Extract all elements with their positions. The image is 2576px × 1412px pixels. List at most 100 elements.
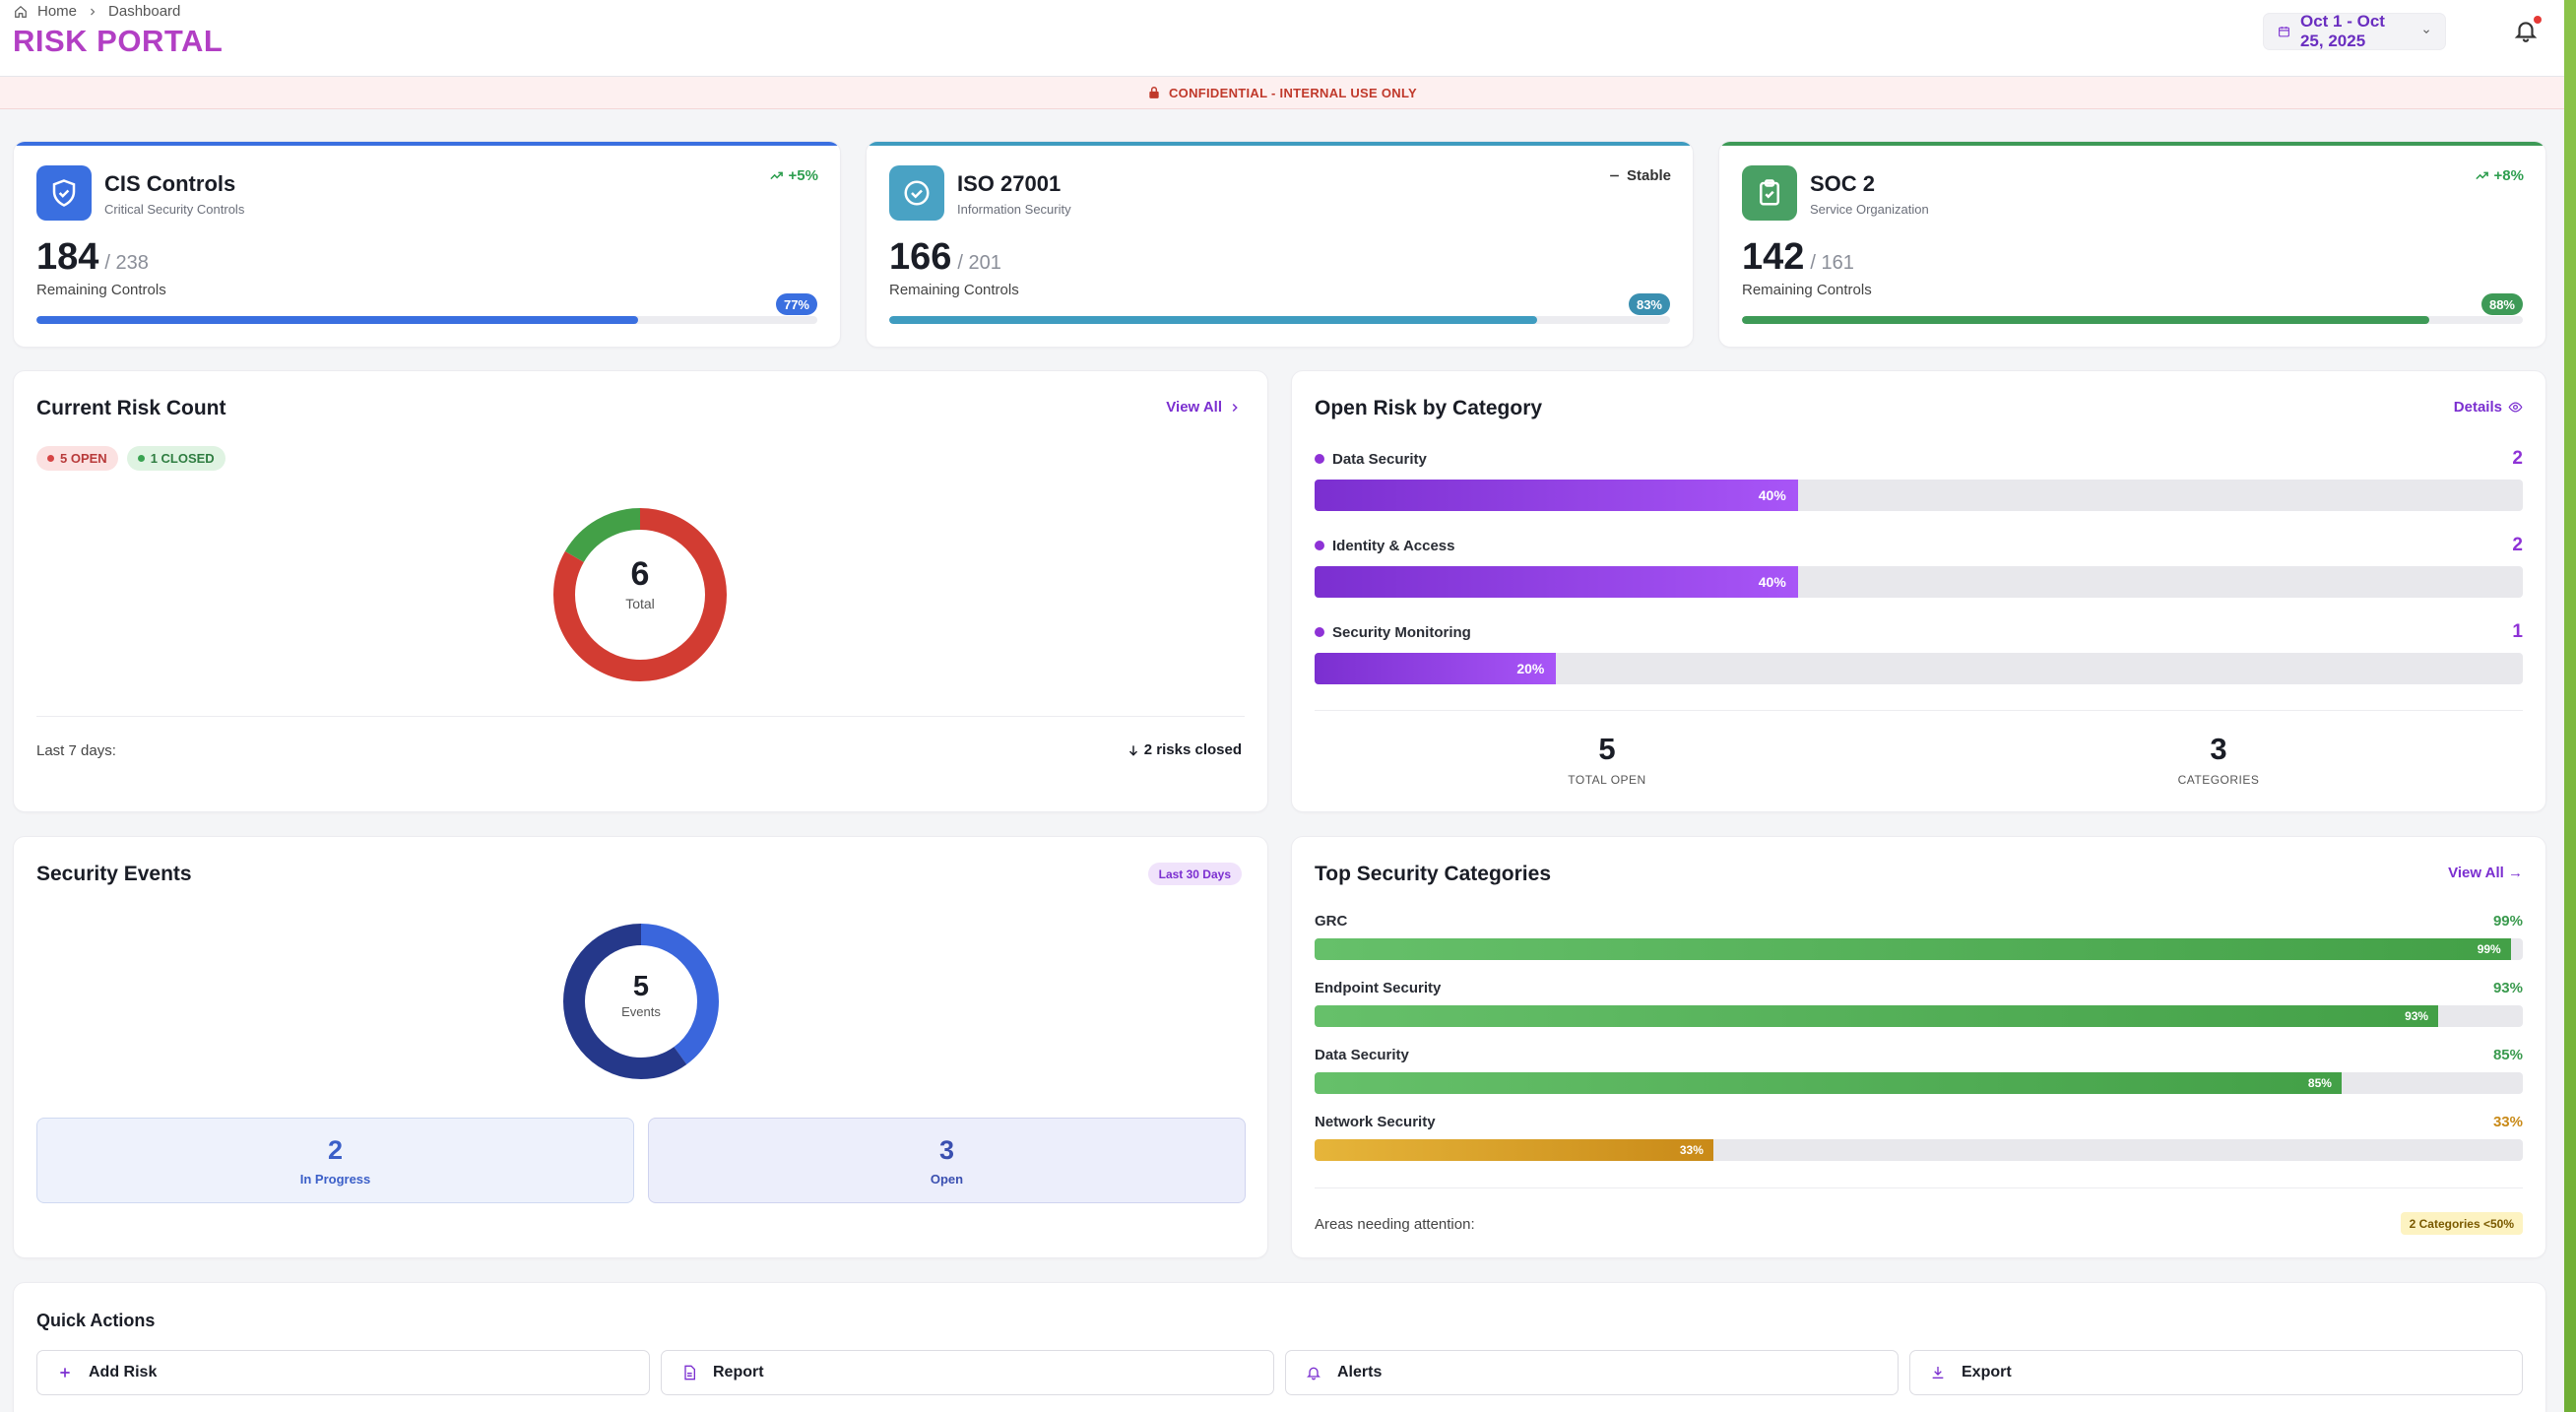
date-range-label: Oct 1 - Oct 25, 2025: [2299, 12, 2385, 50]
arrow-down-icon: [1128, 744, 1137, 756]
chevron-right-icon: [91, 8, 96, 15]
page-title: RISK PORTAL: [13, 24, 224, 58]
framework-card-iso[interactable]: ISO 27001 Information Security Stable 16…: [866, 141, 1694, 348]
framework-trend: +5%: [769, 167, 818, 184]
category-name: Identity & Access: [1315, 538, 1455, 554]
top-category-value: 85%: [2492, 1047, 2523, 1063]
framework-name: ISO 27001: [957, 171, 1062, 196]
closed-pill[interactable]: 1 CLOSED: [126, 446, 225, 471]
in-progress-tile[interactable]: 2 In Progress: [36, 1118, 634, 1203]
attention-badge[interactable]: 2 Categories <50%: [2400, 1212, 2523, 1235]
lock-icon: [1149, 87, 1159, 98]
export-button[interactable]: Export: [1909, 1350, 2523, 1395]
section-title: Current Risk Count: [36, 397, 226, 419]
percent-badge: 83%: [1628, 293, 1670, 315]
trend-value: +5%: [788, 167, 818, 184]
category-label: Security Monitoring: [1332, 623, 1471, 641]
open-dot: [47, 455, 54, 462]
export-label: Export: [1962, 1364, 2012, 1380]
framework-count: 166/ 201: [889, 236, 1001, 279]
top-category-track: 99%: [1315, 938, 2523, 960]
category-count: 2: [2512, 535, 2523, 555]
category-label: Data Security: [1332, 450, 1427, 468]
donut-segment-open: [563, 924, 719, 1079]
framework-label: Remaining Controls: [36, 282, 166, 298]
top-category-name: Data Security: [1315, 1047, 1409, 1063]
top-category-track: 85%: [1315, 1072, 2523, 1094]
in-progress-label: In Progress: [299, 1171, 371, 1187]
percent-badge: 88%: [2480, 293, 2523, 315]
alerts-button[interactable]: Alerts: [1285, 1350, 1899, 1395]
view-all-risks-link[interactable]: View All: [1166, 399, 1242, 416]
framework-count: 142/ 161: [1742, 236, 1854, 279]
framework-card-soc2[interactable]: SOC 2 Service Organization +8% 142/ 161 …: [1718, 141, 2546, 348]
category-dot: [1315, 454, 1324, 464]
percent-badge: 77%: [775, 293, 817, 315]
top-category-value: 99%: [2492, 913, 2523, 930]
category-track: 20%: [1315, 653, 2523, 684]
top-category-row[interactable]: Network Security 33% 33%: [1315, 1114, 2523, 1161]
donut-total: 5: [632, 971, 650, 1002]
breadcrumb-dashboard: Dashboard: [108, 3, 181, 20]
plus-icon: [60, 1368, 70, 1378]
events-donut-chart: [563, 924, 719, 1079]
total-open-stat: 5 TOTAL OPEN: [1489, 732, 1725, 787]
card-accent-line: [1719, 142, 2545, 146]
top-category-row[interactable]: Endpoint Security 93% 93%: [1315, 980, 2523, 1027]
open-risk-by-category-card: Open Risk by Category Details Data Secur…: [1291, 370, 2546, 812]
report-button[interactable]: Report: [661, 1350, 1274, 1395]
period-badge[interactable]: Last 30 Days: [1147, 863, 1242, 885]
banner-text: CONFIDENTIAL - INTERNAL USE ONLY: [1168, 85, 1418, 100]
top-category-row[interactable]: GRC 99% 99%: [1315, 913, 2523, 960]
donut-segment-closed: [553, 508, 727, 681]
home-icon[interactable]: [14, 5, 28, 19]
donut-total-label: Events: [621, 1004, 661, 1019]
view-all-categories-link[interactable]: View All →: [2448, 865, 2523, 881]
top-category-name: Endpoint Security: [1315, 980, 1442, 996]
card-accent-line: [14, 142, 840, 146]
eye-icon: [2508, 402, 2523, 413]
category-label: Identity & Access: [1332, 537, 1455, 554]
section-title: Quick Actions: [36, 1311, 156, 1330]
donut-center: 6 Total: [551, 555, 729, 611]
footer-label: Areas needing attention:: [1315, 1216, 1475, 1233]
framework-label: Remaining Controls: [889, 282, 1019, 298]
open-pill-label: 5 OPEN: [60, 451, 107, 466]
category-row[interactable]: Identity & Access 2 40%: [1315, 535, 2523, 598]
framework-count: 184/ 238: [36, 236, 149, 279]
category-dot: [1315, 541, 1324, 550]
framework-subtitle: Service Organization: [1810, 202, 1929, 217]
count-value: 166: [889, 236, 952, 278]
category-row[interactable]: Security Monitoring 1 20%: [1315, 621, 2523, 684]
date-range-picker[interactable]: Oct 1 - Oct 25, 2025: [2263, 12, 2446, 50]
quick-actions-card: Quick Actions Add Risk Report Alerts Exp…: [13, 1282, 2546, 1412]
clipboard-check-icon: [1742, 165, 1797, 221]
top-category-value: 33%: [2492, 1114, 2523, 1130]
add-risk-button[interactable]: Add Risk: [36, 1350, 650, 1395]
status-pills: 5 OPEN 1 CLOSED: [36, 446, 225, 471]
notifications-button[interactable]: [2513, 16, 2543, 47]
details-link[interactable]: Details: [2454, 399, 2523, 416]
categories-value: 3: [2210, 732, 2227, 766]
chevron-right-icon: [1232, 403, 1238, 412]
categories-stat: 3 CATEGORIES: [2100, 732, 2337, 787]
categories-label: CATEGORIES: [2177, 773, 2260, 787]
framework-label: Remaining Controls: [1742, 282, 1872, 298]
top-category-row[interactable]: Data Security 85% 85%: [1315, 1047, 2523, 1094]
framework-card-cis[interactable]: CIS Controls Critical Security Controls …: [13, 141, 841, 348]
section-title: Open Risk by Category: [1315, 397, 1543, 419]
category-dot: [1315, 627, 1324, 637]
count-total: / 161: [1810, 252, 1854, 274]
top-category-name: GRC: [1315, 913, 1348, 930]
top-category-track: 33%: [1315, 1139, 2523, 1161]
category-row[interactable]: Data Security 2 40%: [1315, 448, 2523, 511]
breadcrumb-home[interactable]: Home: [37, 3, 78, 20]
donut-center: 5 Events: [561, 971, 721, 1019]
section-title: Security Events: [36, 863, 192, 885]
category-track: 40%: [1315, 480, 2523, 511]
open-tile[interactable]: 3 Open: [648, 1118, 1246, 1203]
open-pill[interactable]: 5 OPEN: [36, 446, 118, 471]
top-category-fill: 93%: [1315, 1005, 2439, 1027]
framework-trend: Stable: [1607, 167, 1671, 184]
closed-pill-label: 1 CLOSED: [150, 451, 215, 466]
